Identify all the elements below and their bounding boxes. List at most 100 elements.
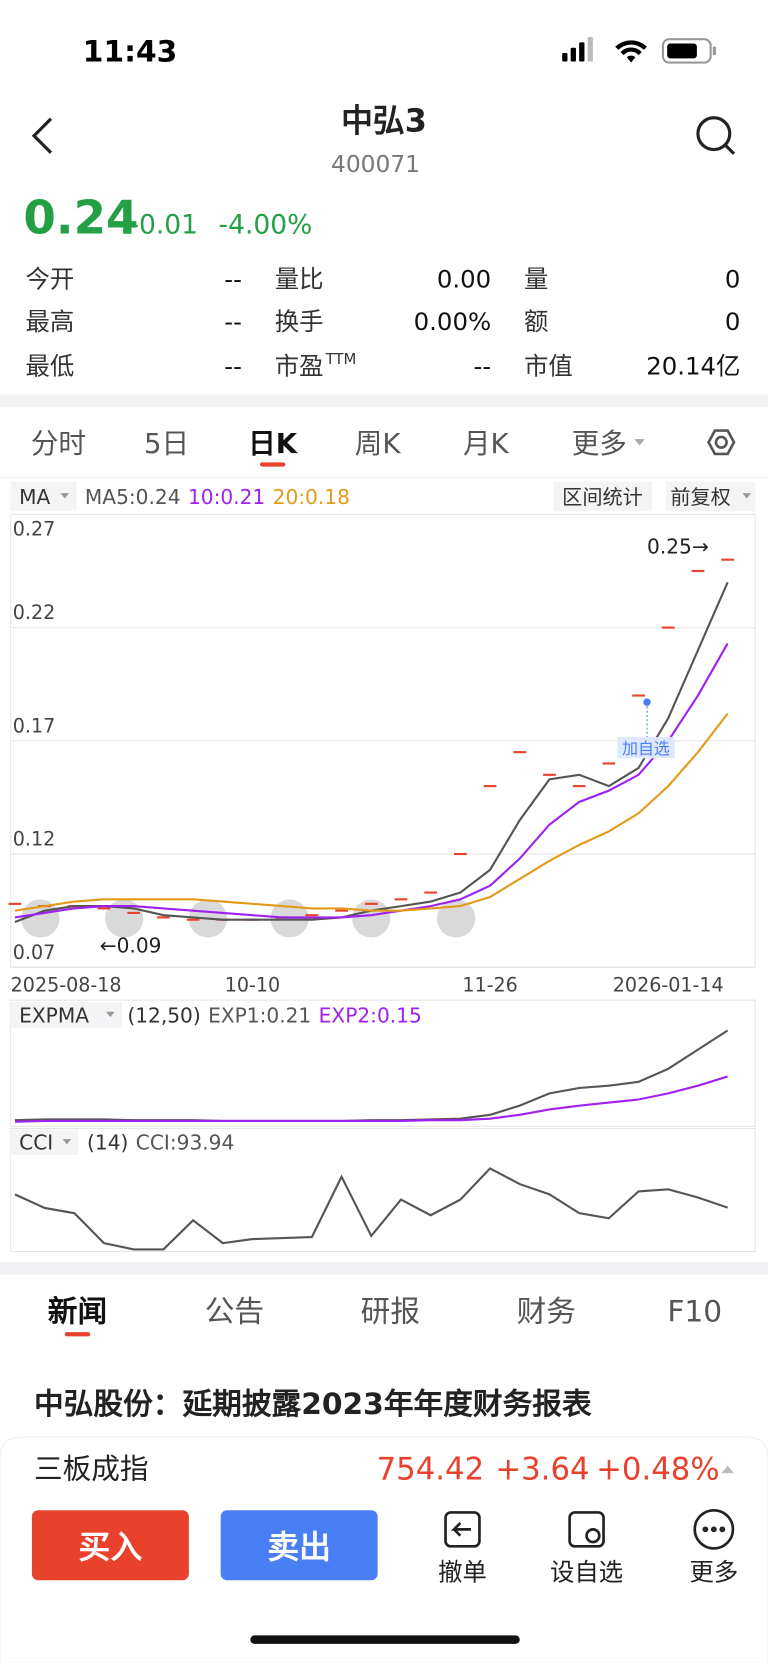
series-line bbox=[14, 1167, 728, 1251]
stat-label: 量比 bbox=[275, 264, 324, 293]
buy-label[interactable]: 买入 bbox=[79, 1528, 143, 1566]
x-tick-label: 2026-01-14 bbox=[613, 974, 724, 997]
legend-entry: EXP1:0.21 bbox=[208, 1003, 311, 1027]
stat-value: -- bbox=[224, 307, 242, 336]
stat-value: 0.00% bbox=[414, 307, 491, 336]
stats-button[interactable]: 区间统计 bbox=[562, 485, 643, 509]
back-button[interactable] bbox=[31, 117, 53, 154]
stat-value: 20.14亿 bbox=[646, 351, 740, 380]
dropdown-arrow bbox=[60, 493, 70, 499]
high-label: 0.25→ bbox=[647, 535, 709, 559]
expma-box bbox=[10, 1002, 123, 1028]
legend-entry: EXP2:0.15 bbox=[319, 1003, 422, 1027]
clock: 11:43 bbox=[83, 35, 178, 70]
index-change-pct: +0.48% bbox=[596, 1452, 719, 1488]
stat-value: 0 bbox=[725, 307, 741, 336]
separator bbox=[0, 394, 768, 408]
indicator[interactable]: EXPMA bbox=[19, 1003, 89, 1027]
x-tick-label: 2025-08-18 bbox=[11, 974, 122, 997]
stat-label: 最高 bbox=[26, 307, 75, 336]
news-tab[interactable]: 公告 bbox=[205, 1294, 264, 1329]
stat-label: 今开 bbox=[26, 264, 75, 293]
series-line bbox=[14, 642, 729, 919]
index-change: +3.64 bbox=[495, 1452, 589, 1488]
change-pct: -4.00% bbox=[219, 209, 313, 240]
stat-label: 最低 bbox=[26, 351, 75, 380]
y-tick-label: 0.22 bbox=[13, 601, 55, 624]
change: -0.01 bbox=[129, 209, 198, 240]
y-tick-label: 0.17 bbox=[13, 714, 55, 737]
action-label[interactable]: 设自选 bbox=[550, 1557, 623, 1586]
x-tick-label: 10-10 bbox=[225, 974, 280, 997]
x-tick-label: 11-26 bbox=[462, 974, 517, 997]
series-line bbox=[14, 712, 729, 912]
index-name: 三板成指 bbox=[34, 1451, 149, 1485]
stat-label: 市值 bbox=[524, 351, 573, 380]
expand-arrow[interactable] bbox=[721, 1465, 734, 1474]
period-tab[interactable]: 月K bbox=[463, 427, 510, 460]
stat-value: 0.00 bbox=[437, 264, 491, 293]
indicator[interactable]: CCI bbox=[19, 1131, 53, 1155]
indicator[interactable]: MA bbox=[19, 485, 50, 509]
stock-name: 中弘3 bbox=[341, 102, 427, 140]
period-tab[interactable]: 更多 bbox=[572, 427, 627, 460]
sell-button[interactable] bbox=[220, 1510, 378, 1581]
y-tick-label: 0.27 bbox=[13, 518, 55, 541]
adjust-button[interactable]: 前复权 bbox=[670, 485, 730, 509]
tag-box bbox=[617, 737, 675, 759]
y-tick-label: 0.12 bbox=[13, 828, 55, 851]
separator bbox=[0, 1262, 768, 1275]
news-tab[interactable]: 研报 bbox=[361, 1294, 420, 1329]
stat-label: 额 bbox=[524, 307, 548, 336]
news-tab-indicator bbox=[64, 1332, 91, 1337]
status-icons bbox=[562, 37, 716, 64]
dropdown-arrow bbox=[106, 1011, 115, 1018]
period-tab[interactable]: 5日 bbox=[144, 427, 189, 460]
tab-indicator bbox=[259, 462, 286, 467]
news-tab[interactable]: 财务 bbox=[517, 1294, 576, 1329]
stat-label: 市盈 bbox=[275, 351, 324, 380]
toolbar-boxes bbox=[10, 481, 756, 512]
headline[interactable]: 中弘股份：延期披露2023年年度财务报表 bbox=[34, 1387, 592, 1422]
period-tab[interactable]: 日K bbox=[248, 427, 299, 460]
home-indicator bbox=[250, 1635, 520, 1644]
stock-code: 400071 bbox=[331, 150, 420, 178]
legend-entry: CCI:93.94 bbox=[136, 1131, 235, 1155]
series-line bbox=[14, 1029, 729, 1123]
period-tab[interactable]: 分时 bbox=[31, 427, 86, 460]
dropdown-arrow bbox=[62, 1139, 72, 1145]
action-label[interactable]: 更多 bbox=[689, 1557, 738, 1586]
news-tab[interactable]: F10 bbox=[667, 1294, 722, 1329]
legend-entry: 20:0.18 bbox=[273, 485, 350, 509]
dropdown-arrow bbox=[634, 439, 645, 446]
stat-value: 0 bbox=[725, 264, 741, 293]
stat-label-sup: TTM bbox=[325, 351, 357, 368]
sell-label[interactable]: 卖出 bbox=[267, 1528, 331, 1566]
low-label: ←0.09 bbox=[100, 933, 162, 957]
action-icons bbox=[444, 1508, 735, 1550]
settings-button[interactable] bbox=[707, 429, 736, 456]
news-tab[interactable]: 新闻 bbox=[48, 1294, 107, 1329]
action-label[interactable]: 撤单 bbox=[438, 1557, 487, 1586]
stat-value: -- bbox=[474, 351, 492, 380]
stat-label: 量 bbox=[524, 264, 548, 293]
indicator-params: (14) bbox=[87, 1131, 128, 1155]
series-line bbox=[14, 1075, 728, 1123]
legend-entry: 10:0.21 bbox=[188, 485, 265, 509]
buy-button[interactable] bbox=[31, 1510, 189, 1581]
watch-tag[interactable]: 加自选 bbox=[622, 739, 670, 758]
stat-label: 换手 bbox=[275, 307, 324, 336]
dropdown-arrow bbox=[742, 493, 751, 499]
indicator-params: (12,50) bbox=[127, 1003, 200, 1027]
stat-value: -- bbox=[224, 351, 242, 380]
search-button[interactable] bbox=[696, 116, 736, 155]
price: 0.24 bbox=[23, 191, 138, 245]
stat-value: -- bbox=[224, 264, 242, 293]
legend-entry: MA5:0.24 bbox=[85, 485, 181, 509]
y-tick-label: 0.07 bbox=[13, 941, 55, 964]
tag-dot bbox=[643, 698, 651, 706]
period-tab[interactable]: 周K bbox=[355, 427, 402, 460]
index-value: 754.42 bbox=[377, 1452, 485, 1488]
